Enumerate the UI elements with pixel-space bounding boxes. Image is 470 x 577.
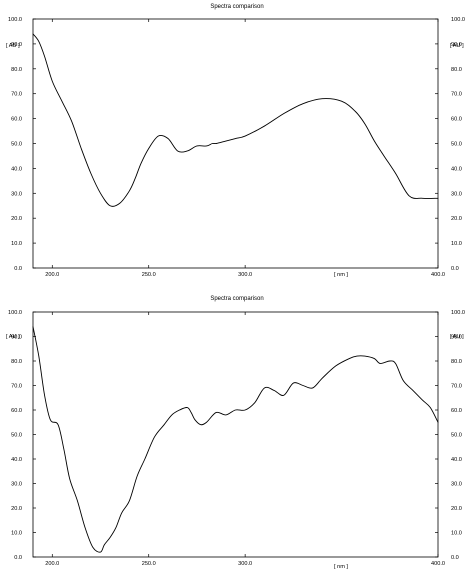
chart-2-y-tick-label-left-4: 40.0 [11,457,22,463]
chart-1: Spectra comparison [ AU ] [ AU ] [ nm ] … [6,4,465,278]
chart-1-y-tick-label-left-1: 10.0 [11,241,22,247]
chart-1-x-tick-label-0: 200.0 [45,272,59,278]
chart-2-y-tick-label-left-9: 90.0 [11,335,22,341]
chart-2-x-tick-label-3: 400.0 [431,561,445,567]
chart-1-y-tick-label-right-6: 60.0 [451,117,462,123]
chart-2-y-tick-label-left-1: 10.0 [11,531,22,537]
chart-1-y-tick-label-right-9: 90.0 [451,42,462,48]
chart-2-x-tick-label-0: 200.0 [45,561,59,567]
chart-2-title: Spectra comparison [210,296,263,302]
chart-2-y-tick-label-right-4: 40.0 [451,457,462,463]
chart-2-y-tick-label-left-6: 60.0 [11,408,22,414]
chart-1-y-tick-label-right-2: 20.0 [451,216,462,222]
chart-2-y-tick-label-right-3: 30.0 [451,482,462,488]
chart-2-plot-frame [32,311,439,558]
chart-1-y-tick-label-right-3: 30.0 [451,191,462,197]
chart-2-y-tick-label-left-5: 50.0 [11,433,22,439]
chart-1-y-tick-label-right-4: 40.0 [451,166,462,172]
chart-1-y-tick-label-right-5: 50.0 [451,142,462,148]
chart-1-y-ticks: 0.0 0.0 10.0 10.0 20.0 20.0 30.0 30.0 40.0 40.0 50… [8,17,465,272]
chart-2-y-unit-left: [ AU ] [6,334,20,340]
chart-2-y-tick-label-right-6: 60.0 [451,408,462,414]
chart-1-y-tick-label-left-8: 80.0 [11,67,22,73]
chart-2-y-tick-label-right-2: 20.0 [451,506,462,512]
chart-1-plot-frame [32,18,439,269]
chart-2-y-unit-right: [ AU ] [450,334,464,340]
chart-2-y-tick-label-right-7: 70.0 [451,384,462,390]
chart-2-y-tick-label-right-1: 10.0 [451,531,462,537]
chart-2-y-tick-label-right-10: 100.0 [451,310,465,316]
chart-1-y-tick-label-right-1: 10.0 [451,241,462,247]
chart-2-spectrum-line [32,326,439,553]
chart-2-y-tick-label-left-0: 0.0 [14,555,22,561]
chart-1-y-unit-left: [ AU ] [6,43,20,49]
chart-2-y-tick-label-left-10: 100.0 [8,310,22,316]
chart-2-y-tick-label-right-9: 90.0 [451,335,462,341]
chart-2-y-tick-label-left-2: 20.0 [11,506,22,512]
chart-1-y-tick-label-left-5: 50.0 [11,142,22,148]
chart-1-spectrum-line [32,33,439,207]
chart-2: Spectra comparison [ AU ] [ AU ] [ nm ] … [6,296,465,570]
chart-1-x-unit: [ nm ] [334,272,348,278]
chart-1-y-unit-right: [ AU ] [450,43,464,49]
chart-1-title: Spectra comparison [210,4,263,10]
chart-1-x-ticks: 200.0 250.0 300.0 400.0 [45,19,445,278]
chart-2-y-tick-label-right-5: 50.0 [451,433,462,439]
chart-1-y-tick-label-left-6: 60.0 [11,117,22,123]
chart-2-x-tick-label-1: 250.0 [142,561,156,567]
chart-1-y-tick-label-right-8: 80.0 [451,67,462,73]
chart-1-x-tick-label-2: 300.0 [238,272,252,278]
chart-1-y-tick-label-left-0: 0.0 [14,266,22,272]
chart-2-x-tick-label-2: 300.0 [238,561,252,567]
chart-1-x-tick-label-3: 400.0 [431,272,445,278]
chart-1-y-tick-label-left-4: 40.0 [11,166,22,172]
chart-1-y-tick-label-left-9: 90.0 [11,42,22,48]
chart-1-y-tick-label-left-7: 70.0 [11,92,22,98]
chart-1-y-tick-label-left-3: 30.0 [11,191,22,197]
chart-1-y-tick-label-right-7: 70.0 [451,92,462,98]
chart-1-y-tick-label-left-2: 20.0 [11,216,22,222]
chart-2-y-tick-label-left-3: 30.0 [11,482,22,488]
chart-2-x-unit: [ nm ] [334,564,348,570]
chart-2-y-tick-label-right-8: 80.0 [451,359,462,365]
chart-2-y-tick-label-left-7: 70.0 [11,384,22,390]
chart-2-y-ticks: 0.0 0.0 10.0 10.0 20.0 20.0 30.0 30.0 40.0 40.0 50… [8,310,465,561]
chart-1-y-tick-label-right-0: 0.0 [451,266,459,272]
chart-2-y-tick-label-right-0: 0.0 [451,555,459,561]
chart-1-x-tick-label-1: 250.0 [142,272,156,278]
chart-1-y-tick-label-right-10: 100.0 [451,17,465,23]
chart-2-x-ticks: 200.0 250.0 300.0 400.0 [45,312,445,567]
chart-1-y-tick-label-left-10: 100.0 [8,17,22,23]
chart-2-y-tick-label-left-8: 80.0 [11,359,22,365]
